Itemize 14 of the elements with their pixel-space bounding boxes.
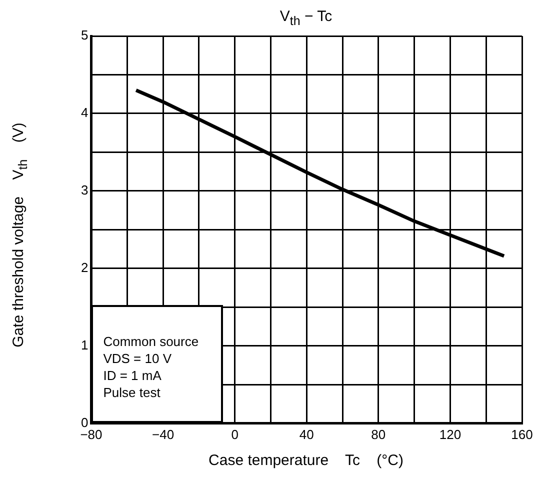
x-tick-label: 160 <box>511 426 533 442</box>
y-tick-label: 1 <box>80 338 88 352</box>
x-axis-title: Case temperature Tc (°C) <box>208 452 404 469</box>
x-tick-label: −40 <box>152 426 174 442</box>
y-tick-label: 2 <box>80 260 88 276</box>
note-box: Common source VDS = 10 V ID = 1 mA Pulse test <box>91 305 223 424</box>
x-tick-label: 120 <box>439 426 462 442</box>
x-tick-label: 0 <box>231 426 238 442</box>
x-tick-label: 80 <box>371 426 386 442</box>
chart-title: V$_{th}$ − Tc <box>278 8 334 28</box>
y-tick-label: 3 <box>80 182 88 198</box>
y-tick-label: 4 <box>80 105 88 120</box>
x-tick-label: 40 <box>299 426 314 442</box>
y-tick-label: 5 <box>80 28 88 43</box>
